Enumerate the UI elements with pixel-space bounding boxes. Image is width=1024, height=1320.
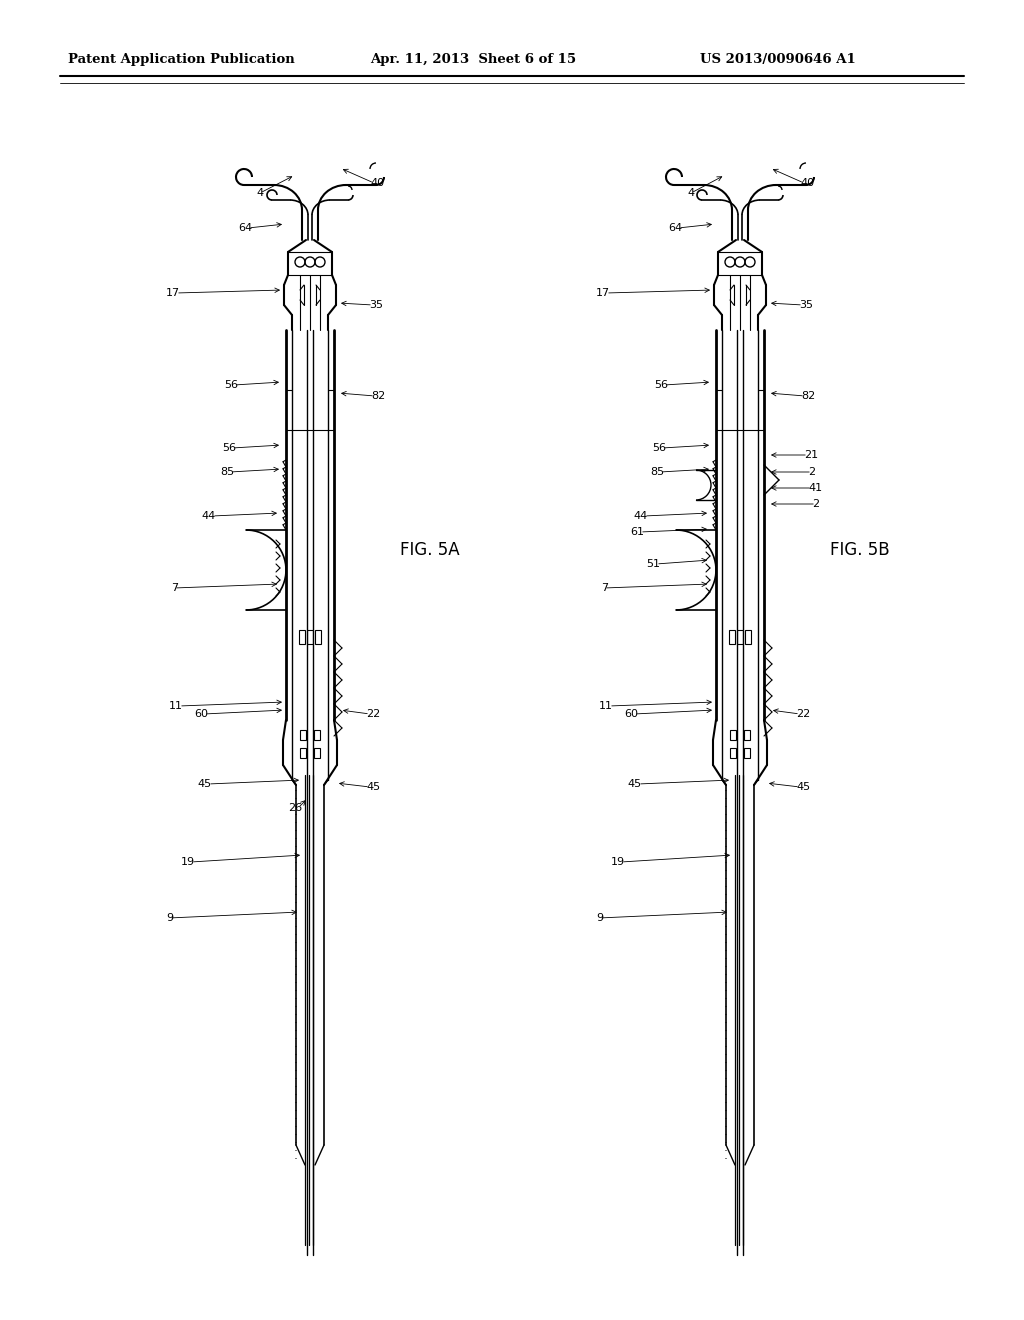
Bar: [730, 748, 736, 758]
Bar: [314, 730, 319, 741]
Text: 17: 17: [166, 288, 180, 298]
Text: 56: 56: [652, 444, 666, 453]
Text: 44: 44: [202, 511, 216, 521]
Text: 56: 56: [224, 380, 238, 389]
Text: 35: 35: [369, 300, 383, 310]
Text: 82: 82: [801, 391, 815, 401]
Text: 9: 9: [166, 913, 173, 923]
Text: 4: 4: [257, 187, 264, 198]
Text: 64: 64: [668, 223, 682, 234]
Text: 35: 35: [799, 300, 813, 310]
Text: 22: 22: [366, 709, 380, 719]
Text: 19: 19: [611, 857, 625, 867]
Text: US 2013/0090646 A1: US 2013/0090646 A1: [700, 54, 856, 66]
Bar: [744, 748, 750, 758]
Text: Patent Application Publication: Patent Application Publication: [68, 54, 295, 66]
Bar: [314, 748, 319, 758]
Bar: [300, 730, 306, 741]
Text: 45: 45: [628, 779, 642, 789]
Text: 40: 40: [800, 178, 814, 187]
Text: 56: 56: [222, 444, 236, 453]
Bar: [737, 630, 743, 644]
Bar: [307, 630, 313, 644]
Text: 2: 2: [808, 467, 815, 477]
Text: 21: 21: [804, 450, 818, 459]
Text: 45: 45: [796, 781, 810, 792]
Text: Apr. 11, 2013  Sheet 6 of 15: Apr. 11, 2013 Sheet 6 of 15: [370, 54, 577, 66]
Text: 82: 82: [371, 391, 385, 401]
Text: 45: 45: [198, 779, 212, 789]
Text: 11: 11: [599, 701, 613, 711]
Bar: [745, 630, 751, 644]
Bar: [730, 730, 736, 741]
Text: 26: 26: [288, 803, 302, 813]
Text: 4: 4: [688, 187, 695, 198]
Bar: [729, 630, 735, 644]
Text: 51: 51: [646, 558, 660, 569]
Text: 7: 7: [171, 583, 178, 593]
Text: 45: 45: [366, 781, 380, 792]
Text: 40: 40: [370, 178, 384, 187]
Bar: [744, 730, 750, 741]
Text: 64: 64: [238, 223, 252, 234]
Text: 22: 22: [796, 709, 810, 719]
Text: 9: 9: [596, 913, 603, 923]
Text: 61: 61: [630, 527, 644, 537]
Bar: [300, 748, 306, 758]
Text: FIG. 5B: FIG. 5B: [830, 541, 890, 558]
Text: 44: 44: [634, 511, 648, 521]
Text: 85: 85: [650, 467, 664, 477]
Text: 85: 85: [220, 467, 234, 477]
Text: FIG. 5A: FIG. 5A: [400, 541, 460, 558]
Text: 60: 60: [194, 709, 208, 719]
Bar: [299, 630, 305, 644]
Text: 60: 60: [624, 709, 638, 719]
Text: 17: 17: [596, 288, 610, 298]
Text: 41: 41: [808, 483, 822, 492]
Text: 56: 56: [654, 380, 668, 389]
Text: 19: 19: [181, 857, 195, 867]
Text: 11: 11: [169, 701, 183, 711]
Text: 2: 2: [812, 499, 819, 510]
Bar: [315, 630, 321, 644]
Text: 7: 7: [601, 583, 608, 593]
